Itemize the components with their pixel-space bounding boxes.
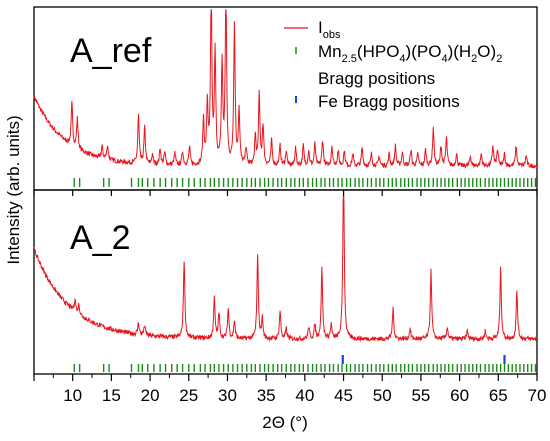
- x-tick-label: 25: [179, 386, 198, 405]
- legend-mn-part: 2: [471, 53, 477, 65]
- panel-bottom-frame: [33, 189, 538, 375]
- legend-mn-part: 4: [441, 53, 447, 65]
- x-tick-label: 60: [450, 386, 469, 405]
- x-tick-label: 10: [63, 386, 82, 405]
- observed-pattern-line: [33, 8, 538, 170]
- y-axis-label: Intensity (arb. units): [4, 115, 23, 264]
- legend-mn-part: )(H: [448, 42, 472, 61]
- x-tick-label: 15: [102, 386, 121, 405]
- legend-mn-part: Mn: [318, 42, 342, 61]
- legend-observed-main: I: [318, 18, 323, 37]
- legend-mn-part: )(PO: [406, 42, 442, 61]
- x-tick-label: 45: [334, 386, 353, 405]
- legend-observed-sub: obs: [323, 29, 341, 41]
- x-tick-label: 35: [257, 386, 276, 405]
- x-tick-label: 40: [295, 386, 314, 405]
- x-axis: 10 15 20 25 30 35 40 45 50 55 60 65 70: [33, 190, 547, 405]
- x-axis-label: 2Θ (°): [262, 413, 308, 432]
- legend-mn-part: 2: [496, 53, 502, 65]
- legend-mn-part: 2.5: [342, 53, 357, 65]
- legend-mn-label: Mn2.5(HPO4)(PO4)(H2O)2: [318, 42, 502, 65]
- x-tick-label: 70: [528, 386, 547, 405]
- x-tick-label: 50: [373, 386, 392, 405]
- panel-top-label: A_ref: [70, 32, 152, 70]
- panel-bottom-data: [33, 191, 538, 372]
- legend: Iobs Mn2.5(HPO4)(PO4)(H2O)2 Bragg positi…: [284, 18, 502, 111]
- x-tick-label: 20: [141, 386, 160, 405]
- legend-observed-label: Iobs: [318, 18, 341, 41]
- panel-bottom-label: A_2: [70, 219, 131, 257]
- legend-mn-part: O): [477, 42, 496, 61]
- panel-top-data: [33, 8, 538, 187]
- legend-mn-part: (HPO: [357, 42, 400, 61]
- observed-pattern-line: [33, 191, 538, 343]
- x-tick-label: 30: [218, 386, 237, 405]
- x-tick-label: 65: [489, 386, 508, 405]
- legend-fe-label: Fe Bragg positions: [318, 92, 460, 111]
- x-tick-label: 55: [411, 386, 430, 405]
- legend-mn-line2: Bragg positions: [318, 69, 435, 88]
- legend-mn-part: 4: [399, 53, 405, 65]
